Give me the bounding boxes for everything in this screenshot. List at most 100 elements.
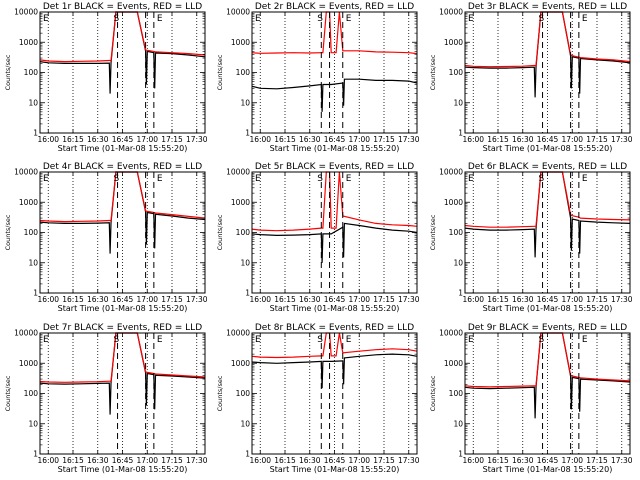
- flag-label: E: [255, 335, 261, 345]
- y-tick-label: 10: [240, 419, 250, 428]
- x-tick-label: 17:15: [161, 135, 183, 144]
- y-tick-label: 100: [236, 389, 251, 398]
- flag-label: E: [346, 14, 352, 24]
- x-tick-label: 17:00: [561, 295, 583, 304]
- x-tick-label: 16:45: [537, 135, 559, 144]
- x-axis-label: Start Time (01-Mar-08 15:55:20): [483, 304, 613, 313]
- x-tick-label: 16:45: [324, 135, 346, 144]
- y-tick-label: 10: [453, 98, 463, 107]
- x-tick-label: 17:15: [373, 456, 395, 465]
- x-axis-label: Start Time (01-Mar-08 15:55:20): [58, 465, 188, 474]
- x-tick-label: 17:15: [373, 135, 395, 144]
- x-tick-label: 16:45: [537, 295, 559, 304]
- x-tick-label: 16:00: [37, 456, 59, 465]
- flag-label: E: [255, 174, 261, 184]
- x-tick-label: 16:00: [249, 135, 271, 144]
- y-tick-label: 1: [33, 450, 38, 459]
- y-tick-label: 10: [28, 98, 38, 107]
- y-tick-label: 10000: [439, 8, 463, 17]
- detector-panel-4: Det 4r BLACK = Events, RED = LLD E S E 1 10 10…: [4, 162, 208, 313]
- x-tick-label: 16:45: [537, 456, 559, 465]
- x-axis-label: Start Time (01-Mar-08 15:55:20): [270, 465, 400, 474]
- panel-title: Det 2r BLACK = Events, RED = LLD: [255, 2, 414, 12]
- flag-label: S: [317, 174, 323, 184]
- flag-label: S: [114, 335, 120, 345]
- x-tick-label: 16:45: [324, 295, 346, 304]
- flag-label: E: [468, 335, 474, 345]
- x-tick-label: 17:30: [611, 456, 633, 465]
- y-tick-label: 1: [458, 450, 463, 459]
- flag-label: E: [43, 174, 49, 184]
- flag-label: E: [43, 335, 49, 345]
- x-tick-label: 16:30: [512, 135, 534, 144]
- y-tick-label: 1: [245, 129, 250, 138]
- flag-label: E: [468, 14, 474, 24]
- lld-series-line: [251, 332, 418, 359]
- flag-label: S: [317, 14, 323, 24]
- x-tick-label: 16:15: [274, 456, 296, 465]
- y-tick-label: 1: [33, 289, 38, 298]
- x-tick-label: 16:30: [87, 456, 109, 465]
- y-tick-label: 1000: [444, 198, 463, 207]
- y-tick-label: 10: [240, 98, 250, 107]
- y-tick-label: 10000: [14, 8, 38, 17]
- panel-title: Det 7r BLACK = Events, RED = LLD: [43, 323, 202, 333]
- flag-label: E: [346, 335, 352, 345]
- detector-panel-2: Det 2r BLACK = Events, RED = LLD E S E 1 10 10…: [216, 2, 420, 153]
- flag-label: E: [255, 14, 261, 24]
- y-tick-label: 1000: [19, 38, 38, 47]
- y-axis-label: Counts/sec: [216, 375, 224, 411]
- events-series-line: [251, 78, 418, 112]
- y-axis-label: Counts/sec: [4, 214, 12, 250]
- flag-label: S: [539, 14, 545, 24]
- panel-title: Det 4r BLACK = Events, RED = LLD: [43, 162, 202, 172]
- x-tick-label: 17:00: [136, 295, 158, 304]
- detector-panel-8: Det 8r BLACK = Events, RED = LLD E S E 1 10 10…: [216, 323, 420, 474]
- x-tick-label: 16:30: [87, 295, 109, 304]
- x-tick-label: 17:15: [586, 135, 608, 144]
- x-tick-label: 17:30: [186, 135, 208, 144]
- x-tick-label: 17:15: [373, 295, 395, 304]
- flag-label: E: [43, 14, 49, 24]
- flag-label: E: [582, 14, 588, 24]
- y-axis-label: Counts/sec: [429, 54, 437, 90]
- x-axis-label: Start Time (01-Mar-08 15:55:20): [58, 144, 188, 153]
- y-tick-label: 10000: [226, 8, 250, 17]
- x-tick-label: 17:30: [398, 295, 420, 304]
- x-tick-label: 16:30: [299, 135, 321, 144]
- x-axis-label: Start Time (01-Mar-08 15:55:20): [58, 304, 188, 313]
- y-tick-label: 1000: [444, 359, 463, 368]
- x-tick-label: 16:45: [324, 456, 346, 465]
- x-tick-label: 17:15: [586, 295, 608, 304]
- x-tick-label: 17:30: [398, 135, 420, 144]
- y-tick-label: 1000: [231, 359, 250, 368]
- y-axis-label: Counts/sec: [429, 214, 437, 250]
- y-tick-label: 10000: [439, 168, 463, 177]
- y-tick-label: 100: [449, 68, 464, 77]
- x-tick-label: 17:30: [398, 456, 420, 465]
- x-tick-label: 16:15: [274, 135, 296, 144]
- x-tick-label: 16:15: [274, 295, 296, 304]
- x-tick-label: 16:45: [112, 295, 134, 304]
- panel-title: Det 1r BLACK = Events, RED = LLD: [43, 2, 202, 12]
- detector-panel-9: Det 9r BLACK = Events, RED = LLD E S E 1 10 10…: [429, 323, 633, 474]
- flag-label: S: [114, 174, 120, 184]
- panel-title: Det 3r BLACK = Events, RED = LLD: [468, 2, 627, 12]
- y-tick-label: 10000: [14, 168, 38, 177]
- x-tick-label: 16:00: [249, 456, 271, 465]
- detector-panel-5: Det 5r BLACK = Events, RED = LLD E S E 1 10 10…: [216, 162, 420, 313]
- y-tick-label: 100: [449, 389, 464, 398]
- flag-label: E: [582, 174, 588, 184]
- x-tick-label: 17:00: [136, 135, 158, 144]
- y-tick-label: 10000: [226, 168, 250, 177]
- y-tick-label: 1000: [231, 198, 250, 207]
- x-tick-label: 17:30: [186, 295, 208, 304]
- x-tick-label: 16:15: [62, 135, 84, 144]
- x-tick-label: 16:30: [299, 456, 321, 465]
- flag-label: E: [346, 174, 352, 184]
- x-tick-label: 16:30: [512, 295, 534, 304]
- events-series-line: [251, 222, 418, 263]
- y-tick-label: 10: [28, 419, 38, 428]
- x-tick-label: 17:00: [348, 295, 370, 304]
- y-tick-label: 10000: [439, 329, 463, 338]
